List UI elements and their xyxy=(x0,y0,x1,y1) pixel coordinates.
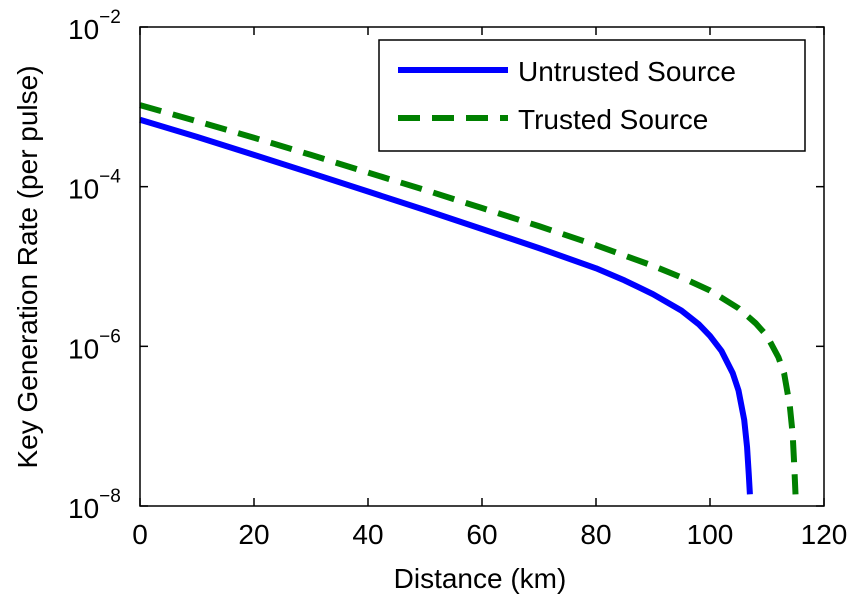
x-tick-label: 20 xyxy=(238,519,269,550)
legend: Untrusted Source Trusted Source xyxy=(378,39,806,152)
y-axis-label: Key Generation Rate (per pulse) xyxy=(12,65,43,468)
y-tick-label: 10−8 xyxy=(68,486,121,524)
y-axis-ticks: 10−8 10−6 10−4 10−2 xyxy=(68,7,824,524)
x-axis-label: Distance (km) xyxy=(394,563,567,594)
plot-area-frame xyxy=(139,26,825,507)
y-tick-label: 10−6 xyxy=(68,326,121,364)
x-axis-ticks: 0 20 40 60 80 100 120 xyxy=(132,27,847,550)
x-tick-label: 40 xyxy=(352,519,383,550)
x-tick-label: 80 xyxy=(580,519,611,550)
legend-label-trusted-source: Trusted Source xyxy=(518,104,708,135)
plot-series-group xyxy=(139,102,799,495)
x-tick-label: 120 xyxy=(801,519,848,550)
legend-box xyxy=(378,39,806,152)
x-tick-label: 60 xyxy=(466,519,497,550)
legend-label-untrusted-source: Untrusted Source xyxy=(518,56,736,87)
x-tick-label: 100 xyxy=(687,519,734,550)
y-tick-label: 10−4 xyxy=(68,167,121,205)
x-tick-label: 0 xyxy=(132,519,148,550)
y-tick-label: 10−2 xyxy=(68,7,121,45)
series-line-untrusted-source xyxy=(139,116,753,495)
